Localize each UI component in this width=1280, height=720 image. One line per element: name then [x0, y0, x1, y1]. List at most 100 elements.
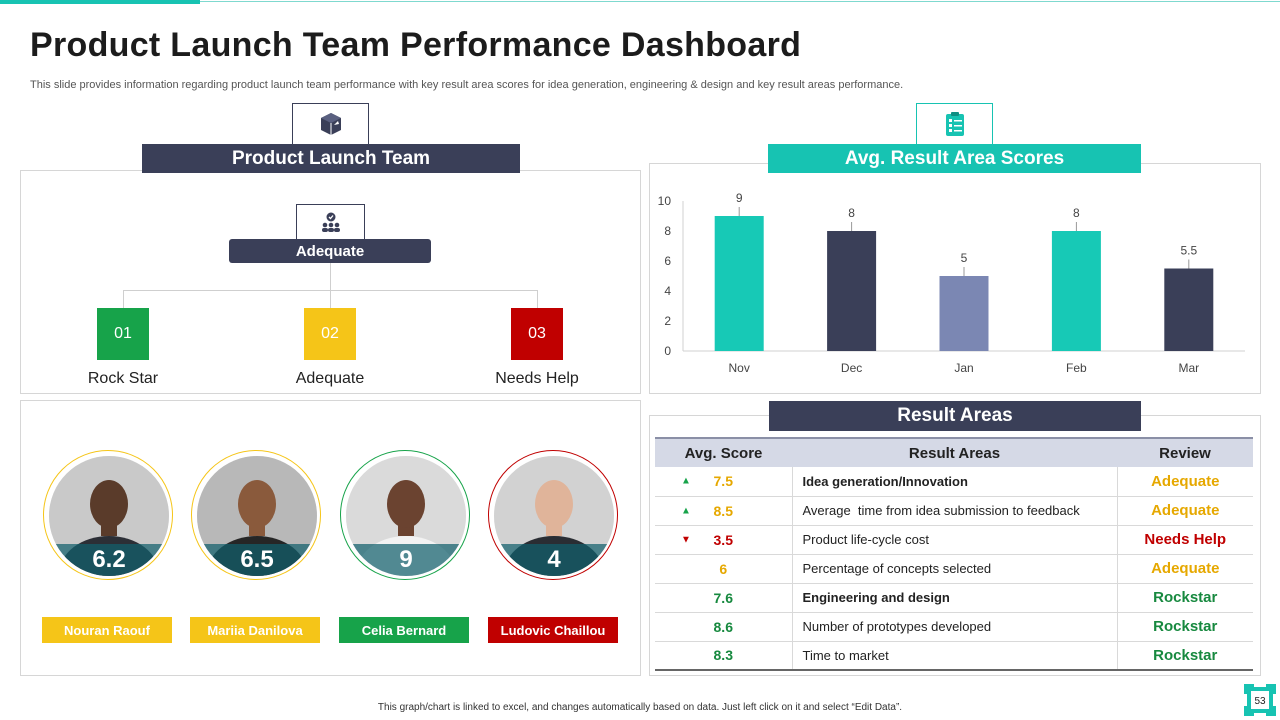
person-photo: 4: [494, 456, 614, 576]
tree-branch-left: [123, 290, 124, 308]
chart-bar: [1164, 268, 1214, 351]
level-label-adequate: Adequate: [295, 370, 365, 387]
table-row: ▲ 7.5 Idea generation/Innovation Adequate: [655, 467, 1253, 497]
result-area-name: Idea generation/Innovation: [792, 467, 1118, 497]
tree-stem: [330, 263, 331, 290]
chart-bar: [714, 216, 764, 351]
level-label-rockstar: Rock Star: [87, 370, 159, 387]
chart-data-label: 8: [848, 206, 855, 220]
team-rating-label: Adequate: [229, 239, 431, 263]
person-photo: 9: [346, 456, 466, 576]
team-panel-header: Product Launch Team: [142, 144, 520, 173]
score-cell: ▲ 7.5: [655, 467, 793, 497]
review-status: Rockstar: [1117, 641, 1253, 671]
column-header-review: Review: [1117, 437, 1253, 467]
person-photo-frame: 9: [340, 450, 470, 580]
score-cell: ▼ 3.5: [655, 525, 793, 555]
score-value: 7.6: [713, 589, 733, 606]
level-box-adequate: 02: [304, 308, 356, 360]
result-area-name: Time to market: [792, 641, 1118, 671]
review-status: Adequate: [1117, 467, 1253, 497]
page-subtitle: This slide provides information regardin…: [30, 79, 904, 91]
page-number: 53: [1254, 696, 1266, 707]
trend-down-icon: ▼: [681, 534, 691, 545]
top-rule: [200, 1, 1280, 2]
result-area-name: Percentage of concepts selected: [792, 554, 1118, 584]
trend-up-icon: ▲: [681, 505, 691, 516]
column-header-score: Avg. Score: [655, 437, 792, 467]
chart-data-label: 5.5: [1180, 244, 1197, 258]
table-row: 8.3 Time to market Rockstar: [655, 641, 1253, 671]
table-row: 7.6 Engineering and design Rockstar: [655, 583, 1253, 613]
person-name-tag: Mariia Danilova: [190, 617, 320, 643]
scores-panel-header: Avg. Result Area Scores: [768, 144, 1141, 173]
team-check-icon: [296, 204, 365, 240]
table-row: 6 Percentage of concepts selected Adequate: [655, 554, 1253, 584]
avg-scores-bar-chart: 0 2 4 6 8 10 9 Nov 8 Dec 5 Jan 8 Feb 5.5 Mar: [658, 191, 1245, 375]
chart-x-tick-label: Jan: [954, 361, 973, 375]
person-photo: 6.5: [197, 456, 317, 576]
person-photo-frame: 4: [488, 450, 618, 580]
column-header-area: Result Areas: [792, 437, 1117, 467]
table-row: ▼ 3.5 Product life-cycle cost Needs Help: [655, 525, 1253, 555]
person-photo: 6.2: [49, 456, 169, 576]
review-status: Rockstar: [1117, 612, 1253, 642]
person-name-tag: Ludovic Chaillou: [488, 617, 618, 643]
chart-data-label: 9: [736, 191, 743, 205]
level-box-rockstar: 01: [97, 308, 149, 360]
score-value: 7.5: [713, 473, 733, 490]
table-header-row: Avg. Score Result Areas Review: [655, 437, 1253, 467]
tree-branch-right: [537, 290, 538, 308]
page-number-badge: 53: [1244, 684, 1276, 716]
person-photo-frame: 6.5: [191, 450, 321, 580]
chart-x-tick-label: Nov: [729, 361, 750, 375]
chart-data-label: 8: [1073, 206, 1080, 220]
chart-data-label: 5: [961, 251, 968, 265]
person-score: 4: [494, 544, 614, 576]
score-value: 8.3: [713, 647, 733, 664]
tree-branch-mid: [330, 290, 331, 308]
footer-note: This graph/chart is linked to excel, and…: [377, 702, 903, 713]
review-status: Needs Help: [1117, 525, 1253, 555]
score-value: 8.6: [713, 618, 733, 635]
table-row: 8.6 Number of prototypes developed Rocksta…: [655, 612, 1253, 642]
level-label-needs-help: Needs Help: [495, 370, 579, 387]
chart-y-tick-label: 6: [664, 254, 671, 268]
score-cell: ▲ 8.5: [655, 496, 793, 526]
score-value: 6: [719, 560, 728, 577]
result-area-name: Product life-cycle cost: [792, 525, 1118, 555]
score-cell: 8.3: [655, 641, 793, 671]
score-value: 8.5: [713, 502, 733, 519]
rocket-cube-icon: [292, 103, 369, 145]
chart-x-tick-label: Mar: [1178, 361, 1199, 375]
trend-up-icon: ▲: [681, 475, 691, 487]
result-areas-table: Avg. Score Result Areas Review ▲ 7.5 Idea …: [655, 437, 1253, 671]
clipboard-checklist-icon: [916, 103, 993, 145]
review-status: Adequate: [1117, 496, 1253, 526]
chart-y-tick-label: 10: [658, 194, 672, 208]
review-status: Rockstar: [1117, 583, 1253, 613]
chart-x-tick-label: Dec: [841, 361, 862, 375]
page-title: Product Launch Team Performance Dashboar…: [30, 26, 802, 64]
person-score: 6.2: [49, 544, 169, 576]
result-area-name: Average time from idea submission to fee…: [792, 496, 1118, 526]
chart-bar: [1051, 231, 1101, 351]
chart-bar: [827, 231, 877, 351]
chart-y-tick-label: 8: [664, 224, 671, 238]
chart-bar: [939, 276, 989, 351]
chart-y-tick-label: 0: [664, 344, 671, 358]
result-panel-header: Result Areas: [769, 401, 1141, 431]
chart-y-tick-label: 2: [664, 314, 671, 328]
table-row: ▲ 8.5 Average time from idea submission to…: [655, 496, 1253, 526]
chart-x-tick-label: Feb: [1066, 361, 1087, 375]
result-area-name: Engineering and design: [792, 583, 1118, 613]
top-accent-bar: [0, 0, 200, 4]
person-name-tag: Celia Bernard: [339, 617, 469, 643]
level-box-needs-help: 03: [511, 308, 563, 360]
result-area-name: Number of prototypes developed: [792, 612, 1118, 642]
person-score: 6.5: [197, 544, 317, 576]
score-value: 3.5: [713, 531, 733, 548]
score-cell: 7.6: [655, 583, 793, 613]
chart-y-tick-label: 4: [664, 284, 671, 298]
person-score: 9: [346, 544, 466, 576]
